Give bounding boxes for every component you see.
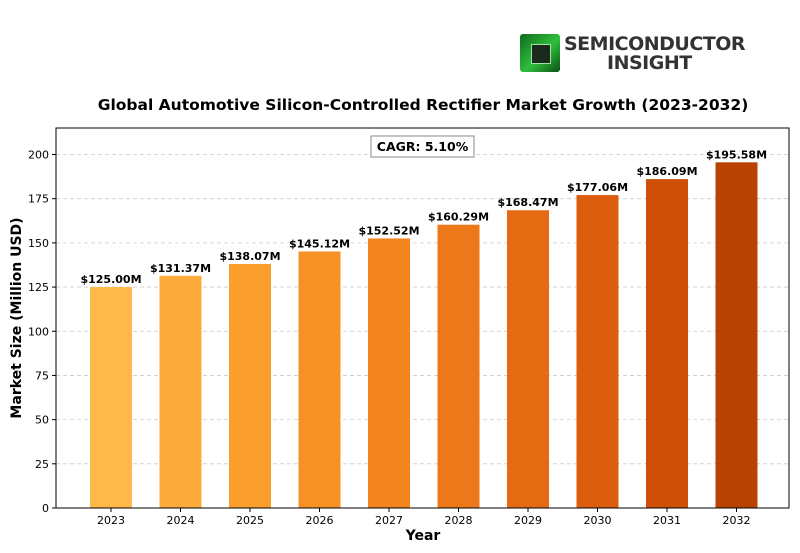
x-axis-title: Year [405,528,441,544]
x-axis: 2023 2024 2025 2026 2027 2028 2029 2030 2031 2032 [97,508,751,527]
y-tick-label: 75 [35,369,49,382]
bars [90,162,758,509]
y-tick-label: 25 [35,458,49,471]
y-tick-label: 150 [28,237,49,250]
plot-frame [55,127,790,509]
y-tick-label: 50 [35,414,49,427]
bar-2026 [298,251,341,508]
cagr-annotation: CAGR: 5.10% [370,135,475,158]
data-label-2026: $145.12M [289,238,350,251]
data-label-2028: $160.29M [428,211,489,224]
brand-logo: SEMICONDUCTOR INSIGHT [520,33,750,75]
x-tick-label-2031: 2031 [653,514,681,527]
data-label-2023: $125.00M [80,273,141,286]
cagr-label: CAGR: 5.10% [377,139,469,154]
bar-2024 [159,275,202,508]
data-label-2029: $168.47M [497,196,558,209]
bar-2032 [715,162,758,508]
bar-2030 [576,195,619,508]
y-tick-label: 125 [28,281,49,294]
data-label-2030: $177.06M [567,181,628,194]
data-labels: $125.00M $131.37M $138.07M $145.12M $152.52M… [80,148,767,286]
bar-2027 [368,238,410,509]
bar-2028 [437,224,480,508]
y-axis-title: Market Size (Million USD) [9,217,25,418]
chip-icon [520,34,560,72]
data-label-2024: $131.37M [150,262,211,275]
x-tick-label-2032: 2032 [723,514,751,527]
chart-title: Global Automotive Silicon-Controlled Rec… [98,96,749,114]
x-tick-label-2030: 2030 [584,514,612,527]
bar-2031 [646,179,688,508]
x-tick-label-2023: 2023 [97,514,125,527]
x-tick-label-2024: 2024 [167,514,195,527]
x-tick-label-2027: 2027 [375,514,403,527]
x-tick-label-2029: 2029 [514,514,542,527]
brand-name-line2: INSIGHT [607,52,692,74]
y-tick-label: 175 [28,193,49,206]
x-tick-label-2026: 2026 [306,514,334,527]
bar-2023 [90,287,132,508]
y-axis: 0 25 50 75 100 125 150 175 200 [28,149,56,515]
y-tick-label: 0 [42,502,49,515]
y-tick-label: 200 [28,149,49,162]
data-label-2032: $195.58M [706,148,767,161]
brand-name-line1: SEMICONDUCTOR [564,33,746,55]
x-tick-label-2025: 2025 [236,514,264,527]
data-label-2031: $186.09M [636,165,697,178]
data-label-2027: $152.52M [358,224,419,237]
bar-2029 [507,210,549,508]
x-tick-label-2028: 2028 [445,514,473,527]
data-label-2025: $138.07M [219,250,280,263]
y-tick-label: 100 [28,325,49,338]
bar-2025 [229,263,271,508]
